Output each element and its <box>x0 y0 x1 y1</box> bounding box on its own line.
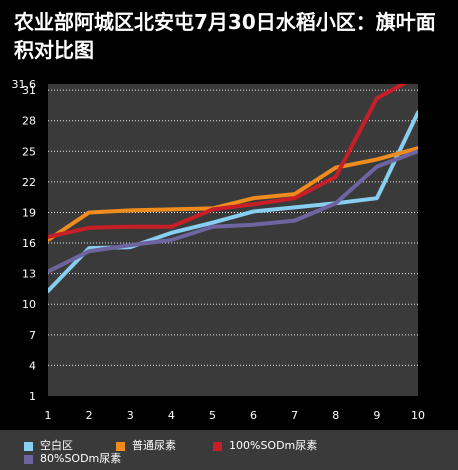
legend-item: 100%SODm尿素 <box>213 439 317 453</box>
y-tick-label: 25 <box>22 145 36 158</box>
y-tick-label: 10 <box>22 298 36 311</box>
legend-item: 普通尿素 <box>116 439 176 453</box>
y-tick-label: 4 <box>29 359 36 372</box>
y-tick-label: 31 <box>22 84 36 97</box>
series-line-3 <box>48 84 408 239</box>
x-tick-label: 7 <box>291 409 298 422</box>
y-tick-label: 19 <box>22 206 36 219</box>
legend-swatch <box>24 441 33 451</box>
legend-label: 100%SODm尿素 <box>229 439 318 452</box>
x-tick-label: 3 <box>127 409 134 422</box>
plot-area <box>48 84 418 396</box>
y-tick-label: 31.6 <box>12 78 37 91</box>
legend-label: 普通尿素 <box>132 439 176 452</box>
legend-label: 空白区 <box>40 439 73 452</box>
x-tick-label: 6 <box>250 409 257 422</box>
legend-item: 空白区 <box>24 439 73 453</box>
x-tick-label: 2 <box>86 409 93 422</box>
y-tick-label: 1 <box>29 390 36 403</box>
legend: 空白区 普通尿素 100%SODm尿素 80%SODm尿素 <box>0 430 458 470</box>
x-tick-label: 8 <box>332 409 339 422</box>
legend-item: 80%SODm尿素 <box>24 452 121 466</box>
y-tick-label: 28 <box>22 115 36 128</box>
y-tick-label: 22 <box>22 176 36 189</box>
x-tick-label: 4 <box>168 409 175 422</box>
legend-swatch <box>24 454 33 464</box>
legend-label: 80%SODm尿素 <box>40 452 122 465</box>
y-tick-label: 16 <box>22 237 36 250</box>
y-tick-label: 13 <box>22 268 36 281</box>
legend-swatch <box>116 441 125 451</box>
chart-title: 农业部阿城区北安屯7月30日水稻小区：旗叶面积对比图 <box>14 10 436 62</box>
x-tick-label: 10 <box>411 409 425 422</box>
x-tick-label: 5 <box>209 409 216 422</box>
series-line-2 <box>48 146 418 242</box>
legend-swatch <box>213 441 222 451</box>
x-tick-label: 1 <box>45 409 52 422</box>
series-line-4 <box>48 149 418 274</box>
y-tick-label: 7 <box>29 329 36 342</box>
x-tick-label: 9 <box>373 409 380 422</box>
